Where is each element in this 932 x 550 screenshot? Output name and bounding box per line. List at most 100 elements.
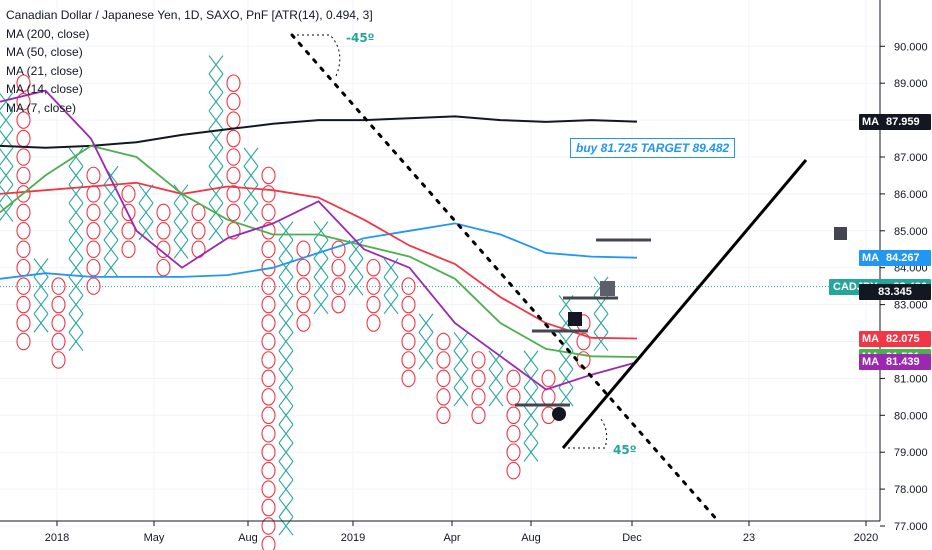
o-box xyxy=(16,92,31,111)
o-box xyxy=(436,369,451,388)
x-box xyxy=(243,165,259,185)
o-box xyxy=(156,258,171,277)
o-box xyxy=(261,498,276,517)
y-tick-label: 78.000 xyxy=(894,484,928,496)
x-box xyxy=(348,258,364,278)
o-box xyxy=(226,74,241,92)
o-box xyxy=(401,351,416,369)
x-box xyxy=(208,92,224,112)
o-box xyxy=(86,166,101,185)
x-box xyxy=(523,424,539,444)
o-box xyxy=(471,369,486,388)
ma-line xyxy=(0,115,638,149)
x-box xyxy=(313,258,329,278)
x-box xyxy=(383,276,399,296)
x-box xyxy=(208,55,224,75)
o-box xyxy=(191,222,206,240)
o-box xyxy=(331,295,346,314)
o-box xyxy=(261,314,276,332)
legend-ma7[interactable]: MA (7, close) xyxy=(6,100,77,115)
o-box xyxy=(261,277,276,295)
o-box xyxy=(16,277,31,295)
x-box xyxy=(0,147,14,167)
x-box xyxy=(68,165,84,185)
legend-ma200[interactable]: MA (200, close) xyxy=(6,26,90,41)
o-box xyxy=(16,203,31,222)
x-box xyxy=(383,295,399,315)
x-tick-label: 2019 xyxy=(341,532,365,544)
y-tick-label: 87.000 xyxy=(894,152,928,164)
o-box xyxy=(401,277,416,295)
legend-ma21[interactable]: MA (21, close) xyxy=(6,63,83,78)
o-box xyxy=(436,406,451,425)
x-box xyxy=(68,258,84,278)
ma-price-badge: MA 87.959 xyxy=(859,113,931,130)
o-box xyxy=(401,332,416,351)
x-box xyxy=(523,350,539,370)
downtrend-dotted-line xyxy=(290,33,720,523)
grid xyxy=(0,0,880,527)
x-box xyxy=(208,110,224,130)
x-box xyxy=(68,276,84,296)
x-box xyxy=(208,165,224,185)
buy-target-annotation[interactable]: buy 81.725 TARGET 89.482 xyxy=(570,138,736,158)
o-box xyxy=(366,277,381,295)
o-box xyxy=(471,388,486,406)
x-tick-label: May xyxy=(144,532,165,544)
o-box xyxy=(436,332,451,351)
o-box xyxy=(506,424,521,443)
x-box xyxy=(278,295,294,315)
o-box xyxy=(121,240,136,259)
x-tick-label: 2020 xyxy=(854,532,878,544)
o-box xyxy=(261,332,276,351)
o-box xyxy=(156,222,171,240)
o-box xyxy=(226,129,241,148)
x-box xyxy=(68,202,84,222)
x-box xyxy=(453,331,469,352)
angle-label-top: -45º xyxy=(346,31,375,45)
x-box xyxy=(68,331,84,352)
o-box xyxy=(401,295,416,314)
x-box xyxy=(488,387,504,407)
ma-price-badge: MA 84.267 xyxy=(859,249,931,266)
badge-value: 84.267 xyxy=(886,251,920,264)
marker-square xyxy=(600,281,615,296)
o-box xyxy=(506,443,521,461)
x-box xyxy=(278,424,294,444)
x-box xyxy=(453,350,469,370)
x-box xyxy=(278,331,294,352)
legend-ma14[interactable]: MA (14, close) xyxy=(6,82,83,96)
o-box xyxy=(226,185,241,203)
x-tick-label: Aug xyxy=(238,532,258,544)
ma-price-badge: MA 81.439 xyxy=(859,354,931,371)
o-box xyxy=(51,277,66,295)
y-tick-label: 80.000 xyxy=(894,410,928,422)
x-box xyxy=(103,221,119,241)
x-box xyxy=(68,221,84,241)
badge-key: MA xyxy=(862,356,880,369)
o-box xyxy=(331,277,346,295)
y-tick-label: 86.000 xyxy=(894,189,928,201)
x-box xyxy=(278,461,294,481)
o-box xyxy=(261,443,276,461)
badge-value: 87.959 xyxy=(886,115,920,128)
x-box xyxy=(278,387,294,407)
o-box xyxy=(226,92,241,111)
x-box xyxy=(278,276,294,296)
x-box xyxy=(0,110,14,130)
o-box xyxy=(261,406,276,425)
x-box xyxy=(208,73,224,93)
x-box xyxy=(313,295,329,315)
x-box xyxy=(138,202,154,222)
x-box xyxy=(418,313,434,333)
x-box xyxy=(138,221,154,241)
o-box xyxy=(401,314,416,332)
o-box xyxy=(16,240,31,259)
chart-title[interactable]: Canadian Dollar / Japanese Yen, 1D, SAXO… xyxy=(6,8,373,22)
marker-square xyxy=(568,312,582,326)
legend-ma50[interactable]: MA (50, close) xyxy=(6,45,83,59)
o-box xyxy=(261,203,276,222)
x-box xyxy=(103,202,119,222)
x-box xyxy=(33,276,49,296)
